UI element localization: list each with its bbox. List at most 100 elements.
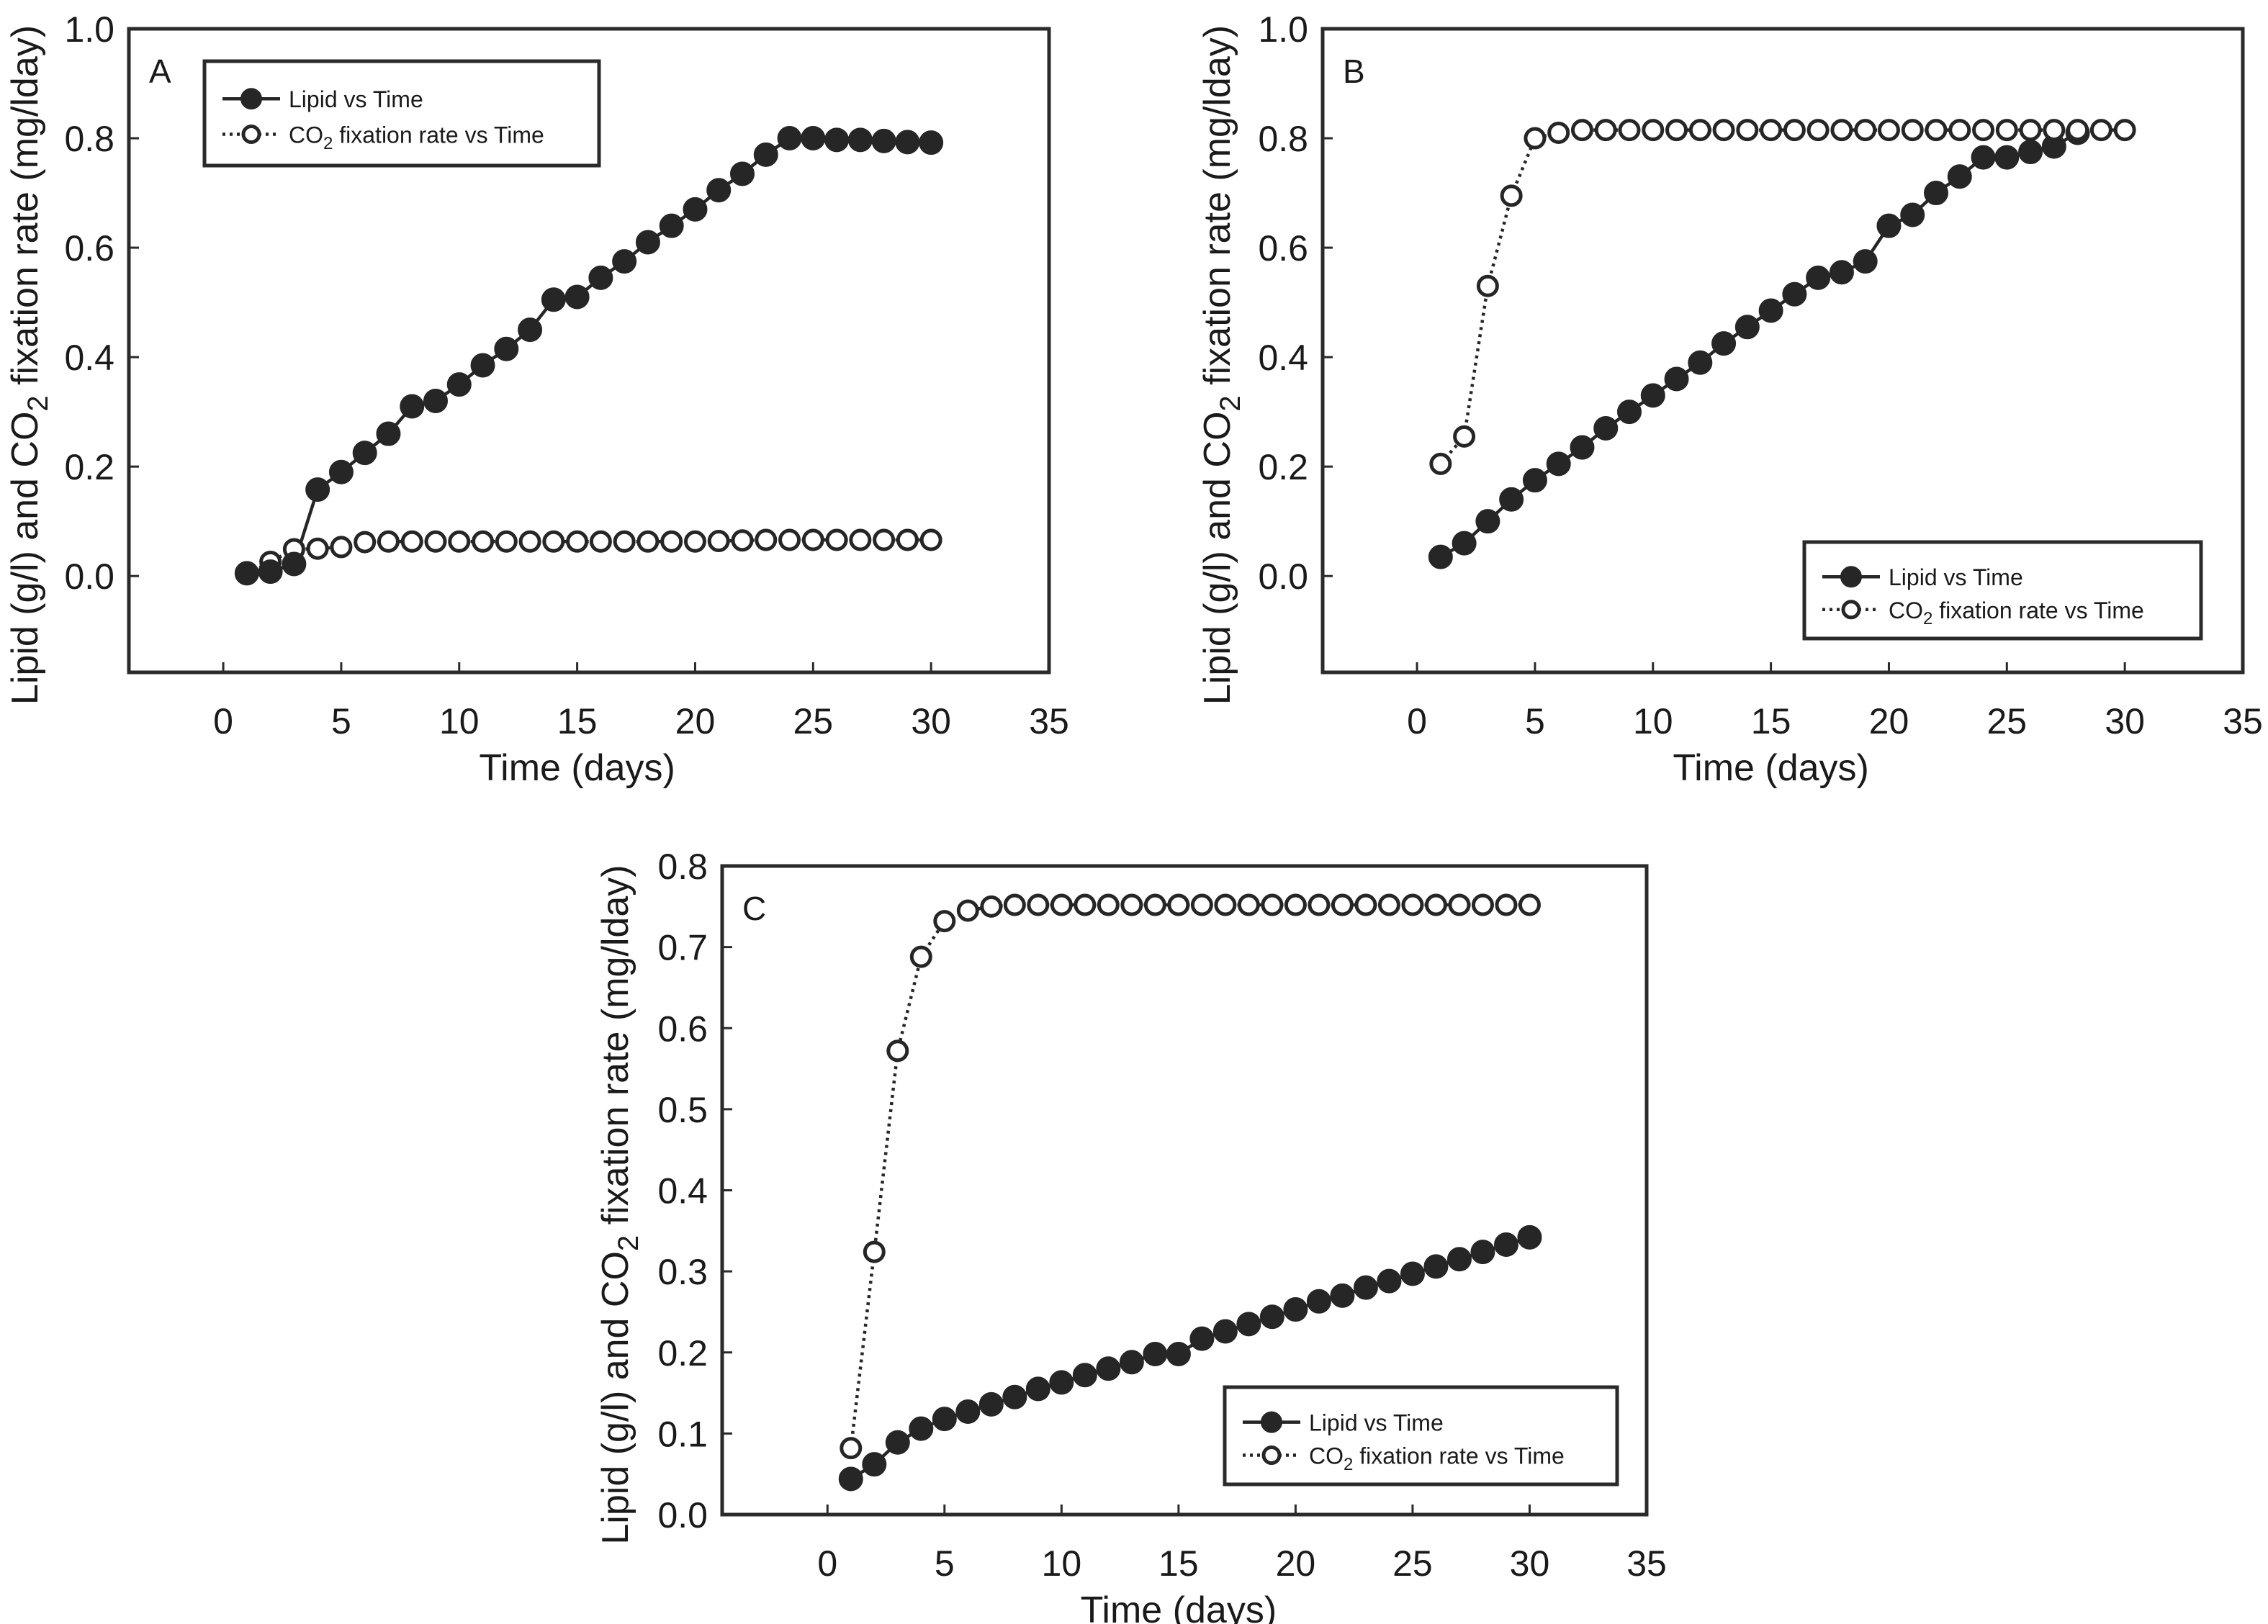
- lipid-point: [1475, 509, 1500, 534]
- lipid-point: [1452, 531, 1477, 556]
- co2-point: [1448, 893, 1471, 916]
- y-tick-label: 1.0: [64, 9, 114, 50]
- co2-point: [933, 910, 956, 933]
- co2-point: [886, 1039, 909, 1063]
- lipid-point: [1688, 350, 1713, 375]
- co2-point: [1547, 121, 1570, 144]
- co2-point: [1665, 119, 1688, 142]
- lipid-point: [1499, 487, 1524, 512]
- co2-point: [778, 528, 801, 551]
- co2-point: [1642, 119, 1665, 142]
- legend-box: [1223, 1385, 1619, 1487]
- lipid-point: [400, 394, 425, 419]
- legend-lipid-label: Lipid vs Time: [1889, 564, 2023, 590]
- lipid-point: [955, 1399, 981, 1424]
- co2-point: [1948, 119, 1971, 142]
- co2-point: [1995, 119, 2018, 142]
- x-axis-title: Time (days): [1081, 1589, 1277, 1624]
- co2-point: [1476, 274, 1499, 297]
- co2-point: [542, 530, 565, 553]
- x-tick-label: 0: [1407, 701, 1427, 741]
- y-tick-label: 0.2: [657, 1333, 708, 1373]
- lipid-point: [1593, 415, 1619, 441]
- text-part: fixation rate (mg/lday): [595, 865, 636, 1235]
- x-tick-label: 30: [2105, 701, 2145, 741]
- co2-point: [2066, 119, 2089, 142]
- co2-point: [1453, 425, 1476, 448]
- lipid-point: [1711, 331, 1737, 356]
- co2-point: [1806, 119, 1830, 142]
- lipid-point: [1096, 1356, 1121, 1381]
- co2-point: [1308, 893, 1331, 916]
- subscript: 2: [1344, 1455, 1353, 1474]
- co2-point: [1167, 893, 1190, 916]
- lipid-point: [1546, 451, 1571, 477]
- co2-point: [424, 530, 447, 553]
- co2-point: [1284, 893, 1307, 916]
- x-tick-label: 10: [439, 701, 480, 741]
- lipid-point: [1428, 544, 1453, 569]
- plot-frame: [127, 27, 1051, 675]
- lipid-point: [305, 477, 330, 502]
- lipid-point: [1470, 1240, 1495, 1265]
- co2-point: [1736, 119, 1759, 142]
- text-part: CO: [289, 122, 323, 148]
- panel-c: 0.0 0.1 0.2 0.3 0.4 0.5 0.6 0.7 0.8 0 5 10 15 20 25 30 3…: [595, 847, 1667, 1624]
- lipid-point: [352, 441, 377, 466]
- y-axis-title: Lipid (g/l) and CO2 fixation rate (mg/ld…: [595, 865, 644, 1544]
- co2-point: [448, 530, 471, 553]
- lipid-point: [1947, 164, 1972, 189]
- co2-point: [1424, 893, 1447, 916]
- lipid-point: [1758, 298, 1783, 323]
- lipid-point: [446, 372, 472, 397]
- co2-point: [1901, 119, 1924, 142]
- lipid-point: [1306, 1289, 1331, 1314]
- co2-point: [1190, 893, 1213, 916]
- co2-point: [863, 1240, 886, 1263]
- lipid-point: [470, 353, 495, 378]
- lipid-point: [824, 127, 850, 153]
- lipid-point: [862, 1452, 887, 1477]
- legend-lipid-marker: [1840, 566, 1862, 588]
- co2-point: [2089, 119, 2112, 142]
- lipid-point: [1212, 1319, 1238, 1344]
- co2-point: [330, 536, 353, 559]
- lipid-point: [1423, 1254, 1449, 1279]
- co2-point: [1783, 119, 1806, 142]
- text-part: fixation rate vs Time: [1932, 597, 2143, 623]
- co2-point: [377, 530, 400, 553]
- co2-point: [1120, 893, 1143, 916]
- co2-point: [660, 530, 683, 553]
- co2-point: [896, 528, 919, 551]
- x-tick-label: 30: [1510, 1543, 1550, 1584]
- lipid-point: [1143, 1342, 1168, 1367]
- co2-point: [1688, 119, 1711, 142]
- co2-point: [1877, 119, 1900, 142]
- lipid-point: [1570, 435, 1595, 460]
- co2-point: [1570, 119, 1593, 142]
- text-part: Lipid (g/l) and CO: [595, 1251, 636, 1545]
- x-tick-label: 20: [675, 701, 716, 741]
- legend-co2-label: CO2 fixation rate vs Time: [1309, 1443, 1565, 1474]
- co2-point: [1401, 893, 1424, 916]
- lipid-point: [1517, 1224, 1542, 1250]
- x-tick-label: 15: [557, 701, 598, 741]
- lipid-point: [1119, 1350, 1144, 1375]
- co2-point: [956, 899, 979, 922]
- lipid-point: [919, 130, 944, 155]
- y-tick-label: 0.8: [657, 847, 708, 887]
- lipid-point: [1400, 1261, 1425, 1286]
- y-tick-label: 0.5: [657, 1090, 708, 1130]
- lipid-point: [1734, 315, 1760, 340]
- lipid-series-line: [246, 136, 932, 575]
- lipid-point: [1353, 1275, 1378, 1300]
- lipid-point: [932, 1407, 957, 1432]
- lipid-point: [1377, 1268, 1402, 1294]
- lipid-point: [423, 388, 448, 413]
- co2-point: [1518, 893, 1541, 916]
- x-axis-title: Time (days): [1673, 747, 1869, 789]
- lipid-point: [1049, 1370, 1074, 1395]
- lipid-point: [1782, 281, 1807, 307]
- x-tick-label: 25: [1392, 1543, 1433, 1584]
